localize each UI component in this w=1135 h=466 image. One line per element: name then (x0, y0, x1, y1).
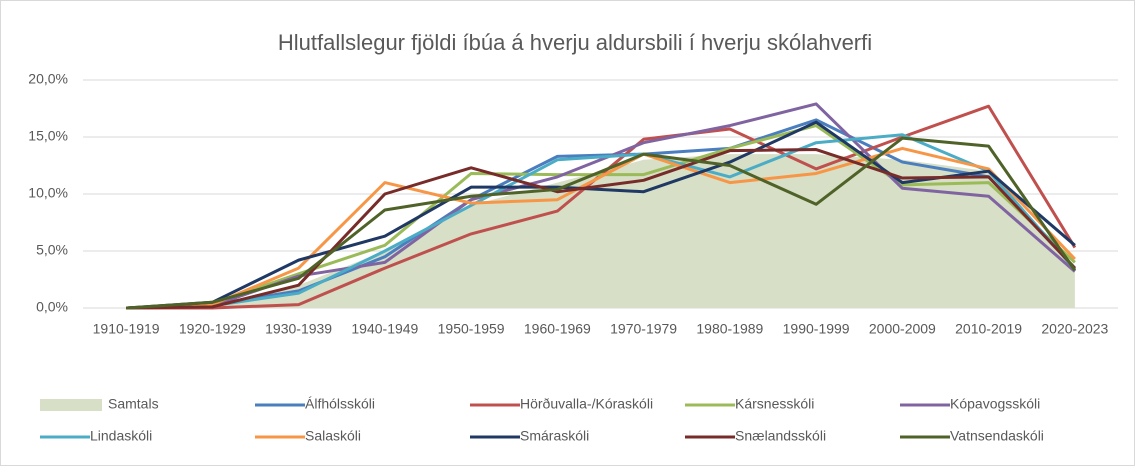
x-tick-label: 2010-2019 (955, 321, 1022, 337)
legend-label: Snælandsskóli (735, 428, 826, 444)
chart-title: Hlutfallslegur fjöldi íbúa á hverju aldu… (278, 30, 872, 55)
legend-label: Lindaskóli (90, 428, 152, 444)
line (126, 136, 1077, 310)
area (126, 154, 1075, 308)
line (126, 118, 1076, 310)
legend-label: Vatnsendaskóli (950, 428, 1044, 444)
x-tick-label: 2000-2009 (869, 321, 936, 337)
legend-label: Kársnesskóli (735, 396, 814, 412)
x-tick-label: 1970-1979 (610, 321, 677, 337)
legend-label: Samtals (108, 396, 159, 412)
x-tick-label: 1910-1919 (93, 321, 160, 337)
y-tick-label: 5,0% (36, 242, 68, 258)
x-tick-label: 1950-1959 (438, 321, 505, 337)
line (126, 148, 1076, 310)
legend-label: Hörðuvalla-/Kóraskóli (520, 396, 653, 412)
legend-label: Kópavogsskóli (950, 396, 1040, 412)
legend-swatch (40, 399, 102, 411)
y-tick-label: 0,0% (36, 299, 68, 315)
x-tick-label: 1930-1939 (265, 321, 332, 337)
legend-label: Álfhólsskóli (305, 396, 375, 412)
x-tick-label: 1940-1949 (351, 321, 418, 337)
x-tick-label: 2020-2023 (1041, 321, 1108, 337)
x-tick-label: 1920-1929 (179, 321, 246, 337)
x-tick-label: 1990-1999 (783, 321, 850, 337)
x-tick-label: 1960-1969 (524, 321, 591, 337)
y-tick-label: 20,0% (28, 71, 68, 87)
line (126, 120, 1076, 310)
line (126, 146, 1076, 310)
x-tick-label: 1980-1989 (696, 321, 763, 337)
line (126, 124, 1076, 310)
y-tick-label: 10,0% (28, 185, 68, 201)
legend-label: Salaskóli (305, 428, 361, 444)
y-tick-label: 15,0% (28, 128, 68, 144)
legend-label: Smáraskóli (520, 428, 589, 444)
